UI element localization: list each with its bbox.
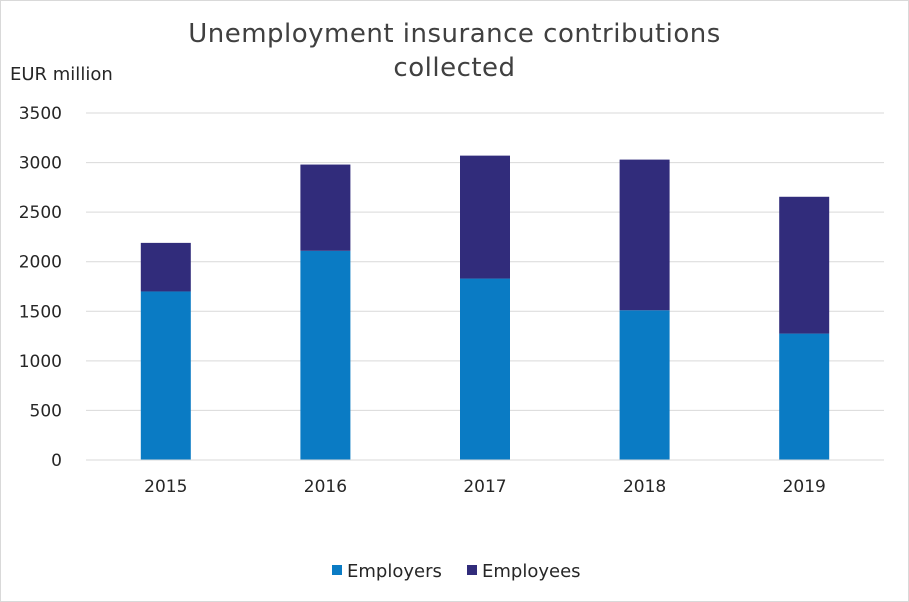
bar-employees-2018 bbox=[619, 159, 670, 311]
legend-label-employers: Employers bbox=[347, 561, 442, 582]
y-tick-label: 2500 bbox=[19, 203, 62, 223]
y-tick-label: 1500 bbox=[19, 302, 62, 322]
legend-label-employees: Employees bbox=[482, 561, 581, 582]
bar-employees-2019 bbox=[779, 196, 830, 334]
bar-employers-2017 bbox=[460, 278, 510, 460]
x-tick-label: 2017 bbox=[463, 477, 506, 497]
y-axis-unit-label: EUR million bbox=[10, 64, 113, 85]
bar-employees-2017 bbox=[460, 155, 510, 279]
y-tick-label: 3000 bbox=[19, 154, 62, 174]
chart-title-line-2: collected bbox=[393, 53, 516, 83]
bars bbox=[140, 155, 830, 460]
bar-employers-2015 bbox=[140, 291, 191, 460]
chart-title: Unemployment insurance contributions col… bbox=[0, 17, 909, 85]
bar-employers-2019 bbox=[779, 333, 830, 460]
bar-employers-2016 bbox=[300, 250, 351, 460]
x-tick-label: 2016 bbox=[304, 477, 347, 497]
chart-title-line-1: Unemployment insurance contributions bbox=[188, 19, 721, 49]
bar-employees-2016 bbox=[300, 164, 351, 251]
y-tick-label: 500 bbox=[30, 401, 62, 421]
bar-employers-2018 bbox=[619, 310, 670, 460]
bar-employees-2015 bbox=[140, 242, 191, 292]
y-tick-label: 1000 bbox=[19, 352, 62, 372]
x-tick-labels: 2015 2016 2017 2018 2019 bbox=[144, 477, 826, 497]
x-tick-label: 2018 bbox=[623, 477, 666, 497]
x-tick-label: 2019 bbox=[783, 477, 826, 497]
legend: Employers Employees bbox=[332, 561, 581, 582]
y-tick-label: 2000 bbox=[19, 253, 62, 273]
y-tick-label: 0 bbox=[51, 451, 62, 471]
legend-swatch-employers bbox=[332, 565, 342, 575]
y-tick-labels: 0 500 1000 1500 2000 2500 3000 3500 bbox=[19, 104, 62, 471]
y-tick-label: 3500 bbox=[19, 104, 62, 124]
legend-swatch-employees bbox=[467, 565, 477, 575]
x-tick-label: 2015 bbox=[144, 477, 187, 497]
